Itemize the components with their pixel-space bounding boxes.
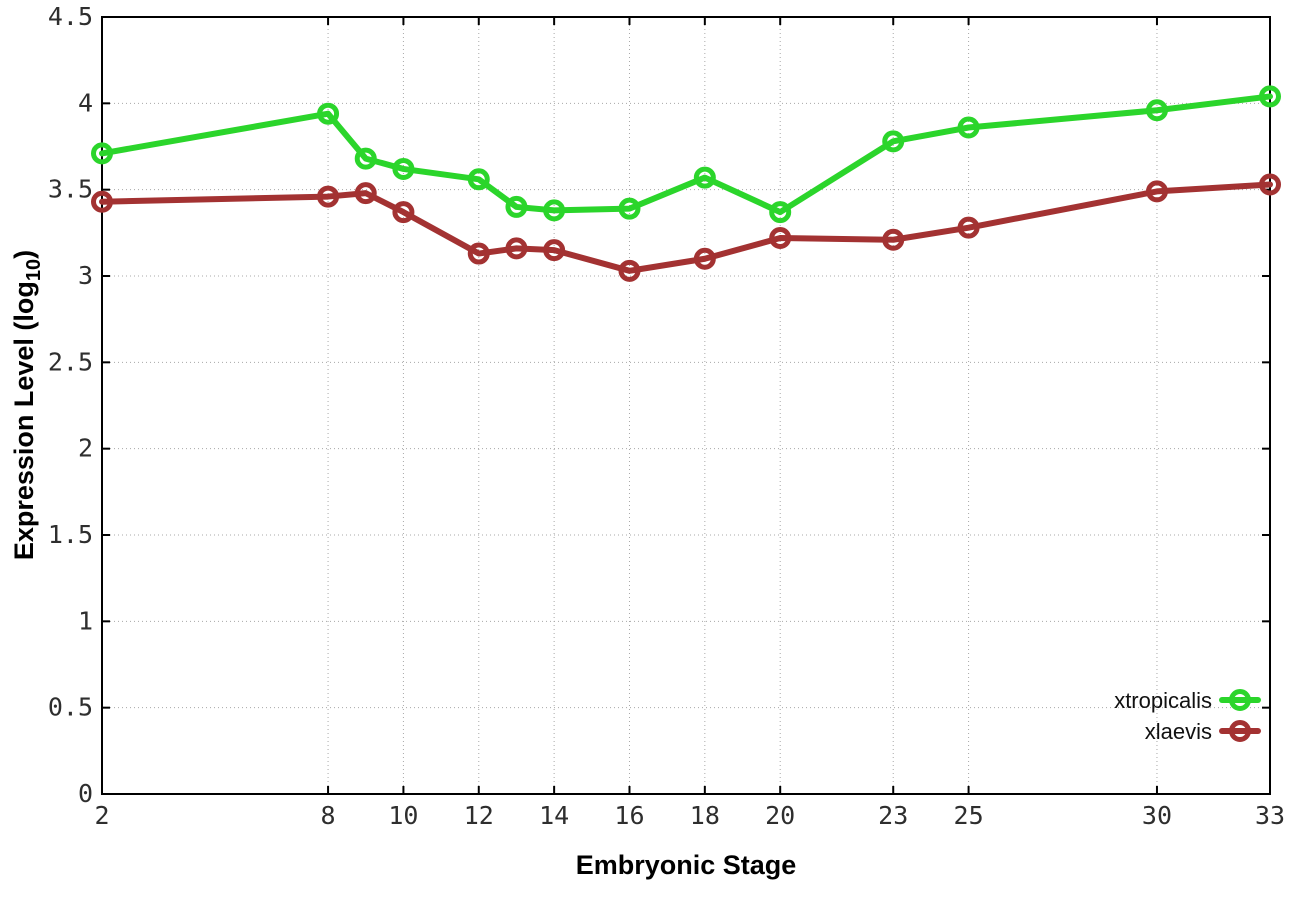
plot-frame	[101, 16, 1271, 795]
y-tick-label: 2	[78, 434, 93, 463]
x-tick-label: 14	[539, 801, 569, 830]
data-point-xlaevis	[91, 190, 113, 213]
y-tick-label: 4	[78, 88, 93, 117]
y-axis-title: Expression Level (log10)	[9, 250, 45, 560]
x-axis-title: Embryonic Stage	[576, 850, 797, 880]
data-point-xtropicalis	[1259, 85, 1281, 108]
legend-marker	[1229, 689, 1251, 711]
x-tick-label: 20	[765, 801, 795, 830]
y-axis-title-subscript: 10	[23, 259, 45, 281]
data-point-xtropicalis	[618, 197, 641, 220]
x-tick-label: 10	[388, 801, 418, 830]
x-tick-label: 33	[1255, 801, 1285, 830]
legend-label-xlaevis: xlaevis	[1145, 719, 1212, 744]
data-point-xlaevis	[1145, 180, 1168, 203]
data-point-xlaevis	[392, 201, 415, 224]
legend: xtropicalis xlaevis	[1114, 688, 1261, 744]
legend-entry-xlaevis: xlaevis	[1145, 719, 1261, 744]
x-tick-label: 23	[878, 801, 908, 830]
data-point-xtropicalis	[91, 142, 113, 165]
data-point-xtropicalis	[769, 201, 792, 224]
y-tick-label: 1.5	[48, 520, 93, 549]
legend-marker	[1229, 720, 1251, 742]
plot-border	[101, 16, 1271, 795]
y-axis-title-end: )	[9, 250, 39, 259]
data-point-xlaevis	[1259, 173, 1281, 196]
data-point-xlaevis	[467, 242, 490, 265]
data-point-xlaevis	[354, 182, 377, 205]
y-tick-label: 3.5	[48, 175, 93, 204]
data-point-xlaevis	[769, 227, 792, 250]
legend-label-xtropicalis: xtropicalis	[1114, 688, 1212, 713]
x-tick-label: 12	[464, 801, 494, 830]
data-point-xlaevis	[543, 239, 566, 262]
y-tick-label: 2.5	[48, 347, 93, 376]
data-point-xlaevis	[317, 185, 340, 208]
data-point-xlaevis	[693, 247, 716, 270]
data-point-xlaevis	[882, 228, 905, 251]
x-tick-label: 18	[690, 801, 720, 830]
x-tick-label: 25	[954, 801, 984, 830]
data-point-xlaevis	[957, 216, 980, 239]
data-point-xtropicalis	[354, 147, 377, 170]
x-tick-label: 8	[321, 801, 336, 830]
series-line-xlaevis	[99, 181, 1273, 274]
data-point-xtropicalis	[957, 116, 980, 139]
data-point-xtropicalis	[543, 199, 566, 222]
data-point-xtropicalis	[467, 168, 490, 191]
legend-entry-xtropicalis: xtropicalis	[1114, 688, 1261, 713]
grid-layer	[102, 17, 1270, 794]
y-axis-title-main: Expression Level (log	[9, 281, 39, 560]
data-point-xtropicalis	[505, 195, 528, 218]
data-point-xtropicalis	[693, 166, 716, 189]
data-point-xtropicalis	[392, 157, 415, 180]
data-point-xtropicalis	[1145, 99, 1168, 122]
y-tick-label: 3	[78, 261, 93, 290]
x-tick-label: 2	[94, 801, 109, 830]
tick-labels: 2 8 10 12 14 16 18 20 23 25 30 33 0 0.5 1 1.5 2 2.5 3 3.5 4 4…	[48, 2, 1285, 830]
y-tick-label: 4.5	[48, 2, 93, 31]
data-point-xtropicalis	[882, 130, 905, 153]
data-point-xlaevis	[505, 237, 528, 260]
y-tick-label: 0	[78, 779, 93, 808]
x-tick-label: 16	[614, 801, 644, 830]
data-point-xlaevis	[618, 259, 641, 282]
y-tick-label: 1	[78, 606, 93, 635]
x-tick-label: 30	[1142, 801, 1172, 830]
y-tick-label: 0.5	[48, 693, 93, 722]
series-layer	[91, 85, 1281, 282]
data-point-xtropicalis	[317, 102, 340, 125]
